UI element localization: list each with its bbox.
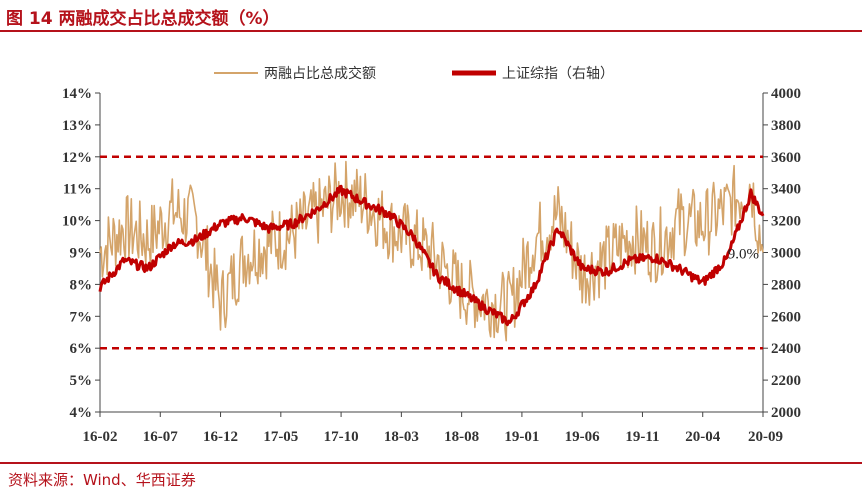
x-tick-label: 19-01 bbox=[504, 429, 539, 445]
chart-series bbox=[98, 160, 765, 342]
y-left-tick-label: 14% bbox=[62, 86, 92, 102]
x-tick-label: 20-04 bbox=[685, 429, 720, 445]
y-left-tick-label: 11% bbox=[63, 182, 92, 198]
x-tick-label: 20-09 bbox=[748, 429, 783, 445]
x-tick-label: 18-08 bbox=[444, 429, 479, 445]
x-tick-label: 16-02 bbox=[83, 429, 118, 445]
y-left-tick-label: 4% bbox=[70, 405, 93, 421]
x-tick-label: 19-06 bbox=[565, 429, 600, 445]
annotation-label: 9.0% bbox=[728, 247, 759, 263]
series-line-margin-ratio bbox=[99, 160, 764, 342]
y-left-tick-label: 8% bbox=[70, 277, 93, 293]
y-right-tick-label: 3400 bbox=[771, 182, 801, 198]
y-right-tick-label: 3200 bbox=[771, 214, 801, 230]
source-rule bbox=[0, 462, 862, 464]
series-line-sse-index bbox=[98, 184, 765, 327]
x-tick-label: 19-11 bbox=[625, 429, 659, 445]
title-rule bbox=[0, 30, 862, 32]
y-right-tick-label: 2800 bbox=[771, 277, 801, 293]
y-right-tick-label: 2600 bbox=[771, 309, 801, 325]
figure-title: 图 14 两融成交占比总成交额（%） bbox=[6, 9, 280, 29]
y-right-tick-label: 4000 bbox=[771, 86, 801, 102]
y-left-tick-label: 9% bbox=[70, 246, 93, 262]
y-left-tick-label: 13% bbox=[62, 118, 92, 134]
x-tick-label: 16-07 bbox=[143, 429, 178, 445]
source-note: 资料来源：Wind、华西证券 bbox=[8, 471, 196, 489]
y-right-tick-label: 2000 bbox=[771, 405, 801, 421]
y-right-tick-label: 3000 bbox=[771, 246, 801, 262]
y-left-tick-label: 5% bbox=[70, 373, 93, 389]
y-right-tick-label: 3600 bbox=[771, 150, 801, 166]
y-left-tick-label: 12% bbox=[62, 150, 92, 166]
x-tick-label: 17-10 bbox=[324, 429, 359, 445]
y-left-tick-label: 7% bbox=[70, 309, 93, 325]
y-left-tick-label: 10% bbox=[62, 214, 92, 230]
y-right-tick-label: 3800 bbox=[771, 118, 801, 134]
y-left-tick-label: 6% bbox=[70, 341, 93, 357]
x-tick-label: 17-05 bbox=[263, 429, 298, 445]
x-tick-label: 16-12 bbox=[203, 429, 238, 445]
x-tick-label: 18-03 bbox=[384, 429, 419, 445]
y-right-tick-label: 2400 bbox=[771, 341, 801, 357]
reference-lines bbox=[100, 155, 763, 350]
legend-entry-margin-ratio-label: 两融占比总成交额 bbox=[264, 65, 376, 82]
chart-legend: 两融占比总成交额 上证综指（右轴） bbox=[214, 65, 614, 82]
legend-entry-sse-index-label: 上证综指（右轴） bbox=[502, 66, 614, 82]
y-right-tick-label: 2200 bbox=[771, 373, 801, 389]
chart-axes: 4% 5% 6% 7% 8% 9% 10% 11% 12% 13% 14% 2000 2200 2400 2… bbox=[62, 86, 801, 445]
